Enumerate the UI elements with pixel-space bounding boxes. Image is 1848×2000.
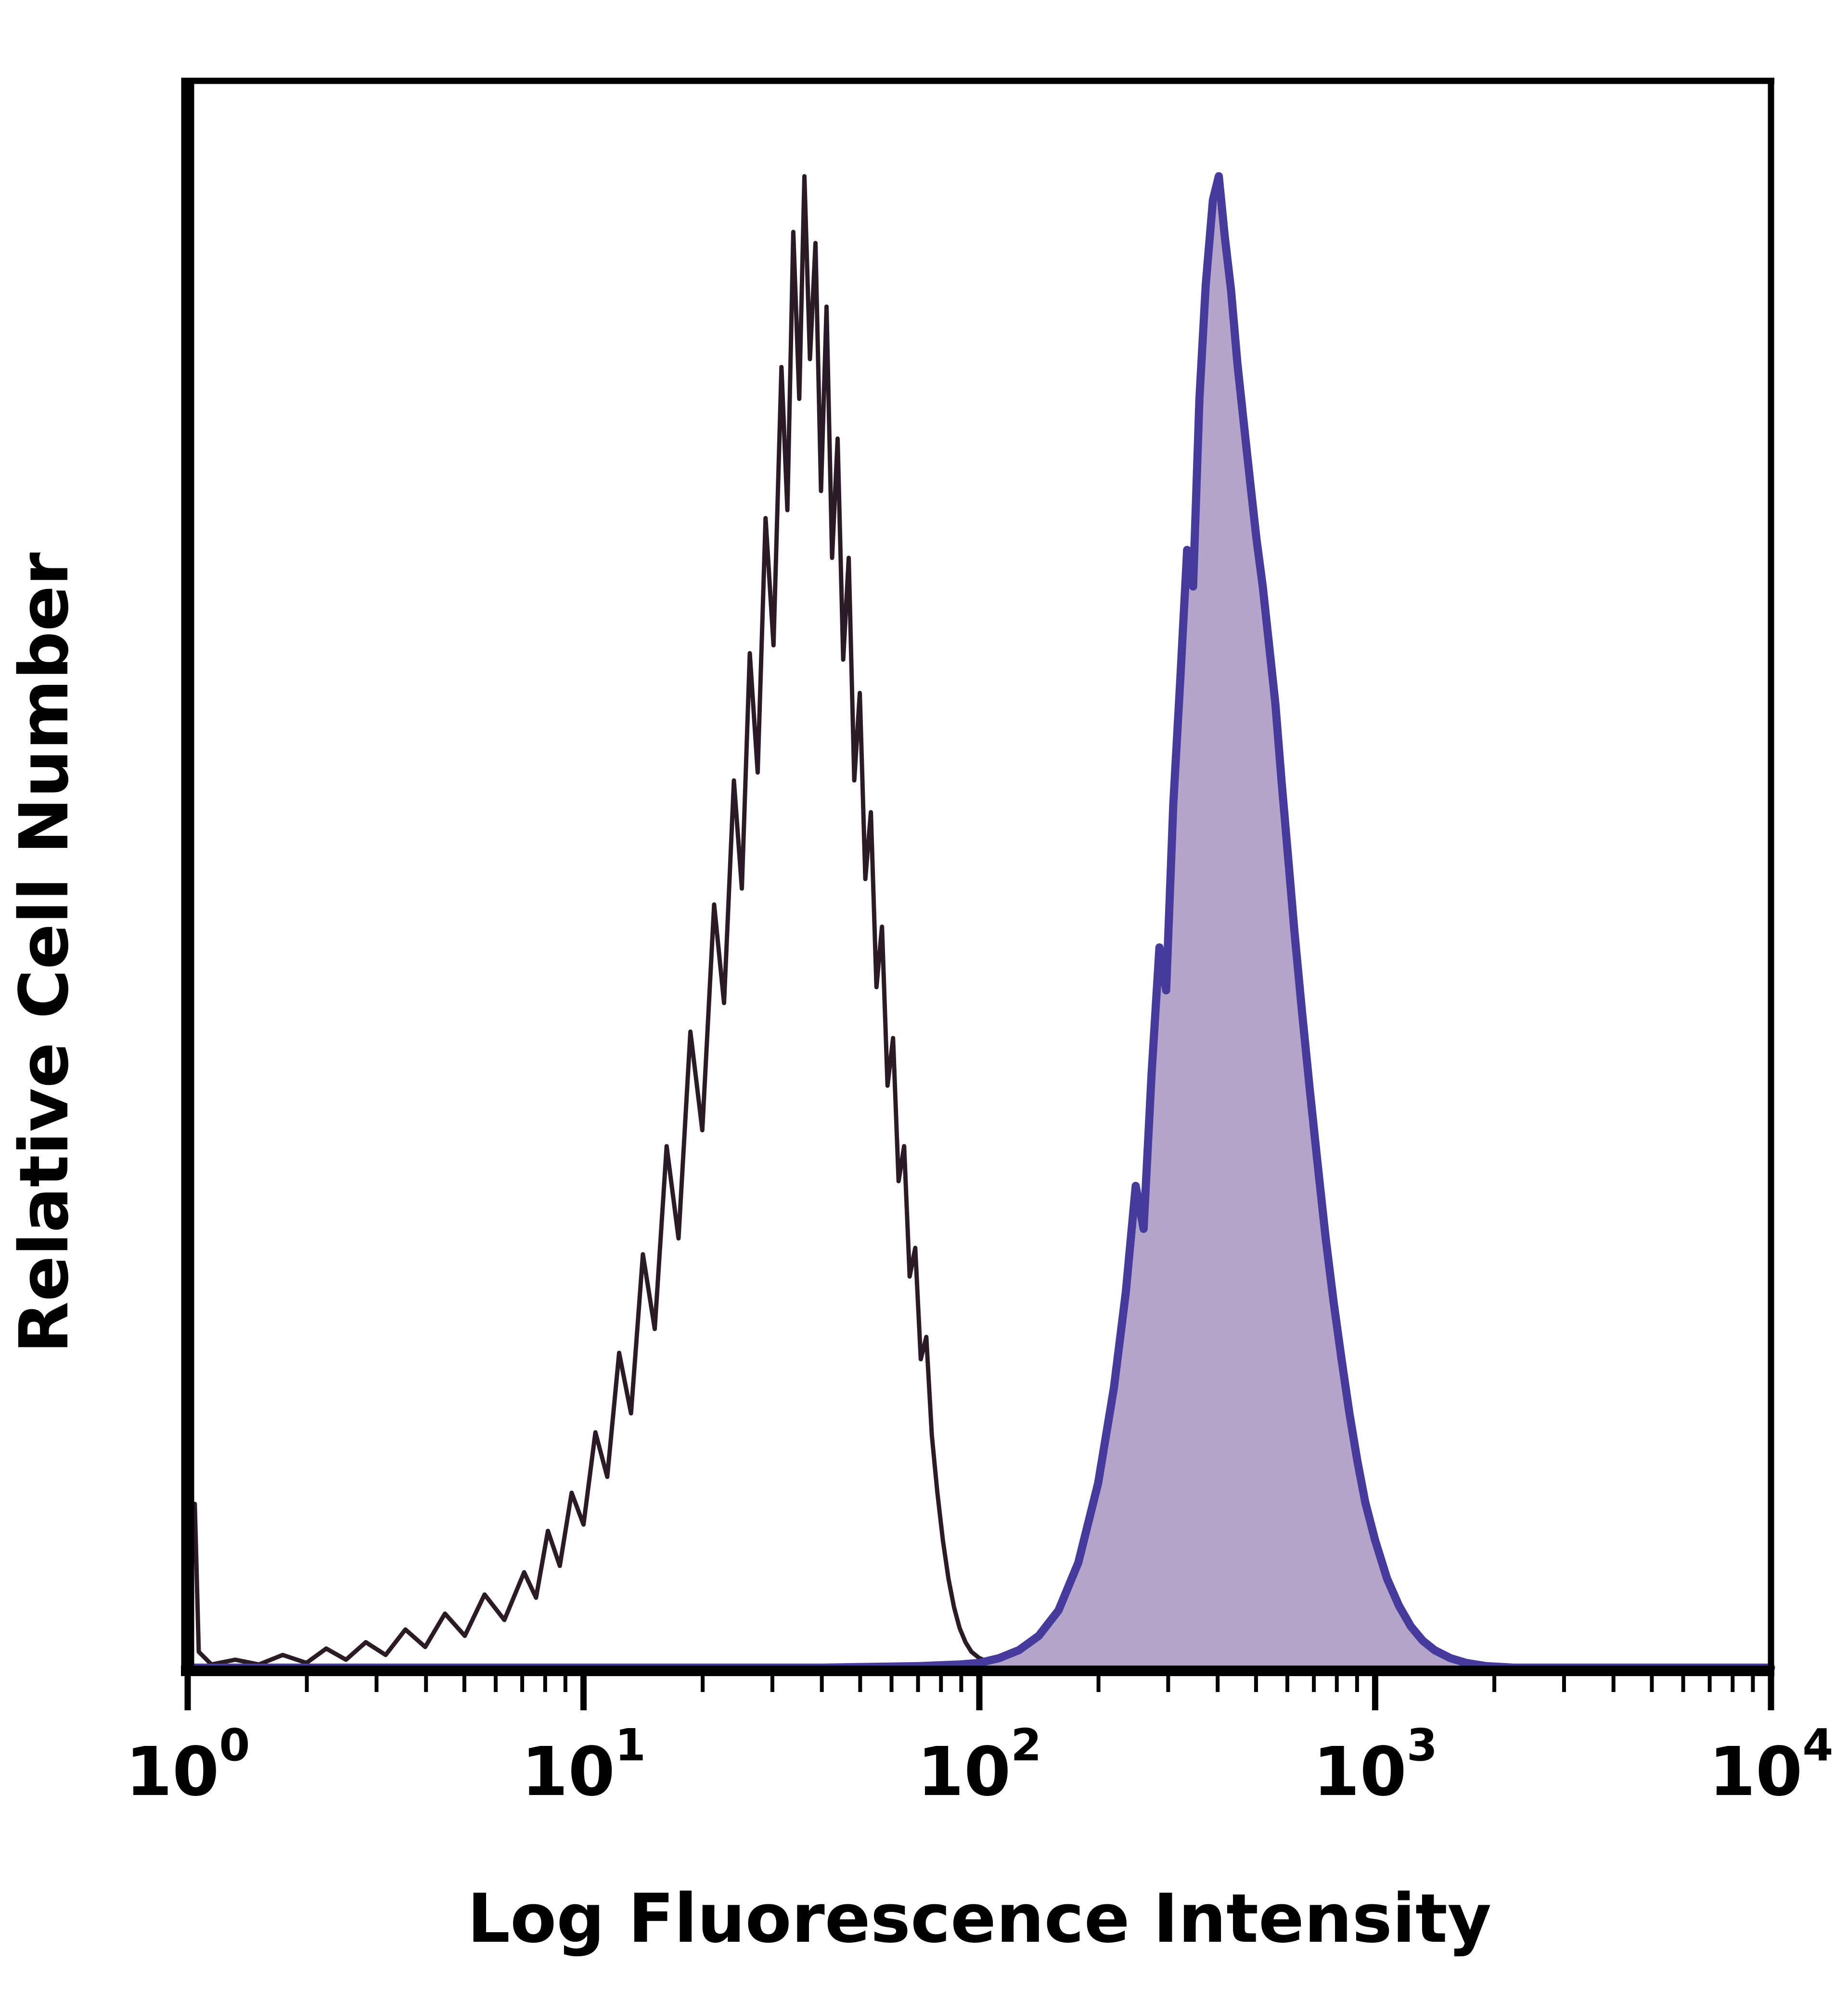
x-tick-label: 103: [1313, 1719, 1437, 1811]
stained-filled-histogram-outline: [183, 172, 1775, 1672]
x-tick-label: 101: [521, 1719, 646, 1811]
stained-filled-histogram-fill: [188, 176, 1771, 1671]
x-tick-label: 100: [126, 1719, 250, 1811]
x-axis-tick-labels: 100 101 102 103 104: [126, 1719, 1834, 1811]
histogram-curves: [183, 172, 1775, 1673]
control-open-histogram-outline: [185, 174, 1053, 1673]
plot-frame: [181, 77, 1774, 1676]
x-axis-label: Log Fluorescence Intensity: [467, 1880, 1491, 1958]
x-tick-label: 104: [1709, 1719, 1834, 1811]
y-axis-label: Relative Cell Number: [5, 552, 84, 1353]
x-tick-label: 102: [917, 1719, 1042, 1811]
x-axis-ticks: [184, 1671, 1774, 1710]
